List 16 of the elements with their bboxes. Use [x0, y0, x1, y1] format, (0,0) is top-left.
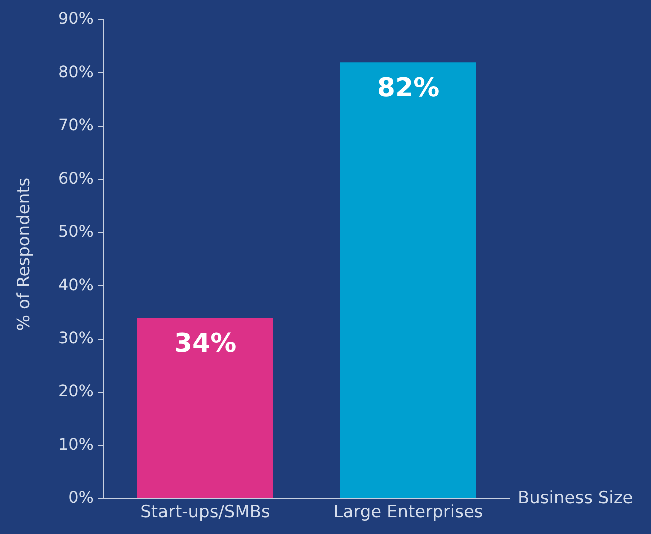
y-axis-title: % of Respondents	[14, 178, 34, 332]
y-tick-label: 60%	[58, 168, 94, 188]
y-tick-label: 40%	[58, 275, 94, 294]
y-tick-label: 10%	[58, 434, 94, 454]
x-tick-label: Start-ups/SMBs	[140, 502, 271, 523]
x-axis-title: Business Size	[518, 488, 634, 508]
data-label: 34%	[174, 328, 237, 359]
data-label: 82%	[377, 73, 440, 104]
y-tick-label: 70%	[58, 116, 94, 135]
x-tick-label: Large Enterprises	[334, 502, 484, 523]
y-tick-label: 80%	[58, 62, 94, 82]
y-tick-label: 20%	[58, 382, 94, 401]
y-tick-label: 50%	[58, 222, 94, 242]
y-tick-label: 30%	[58, 328, 94, 348]
y-tick-label: 0%	[68, 488, 94, 508]
y-tick-label: 90%	[58, 9, 94, 28]
